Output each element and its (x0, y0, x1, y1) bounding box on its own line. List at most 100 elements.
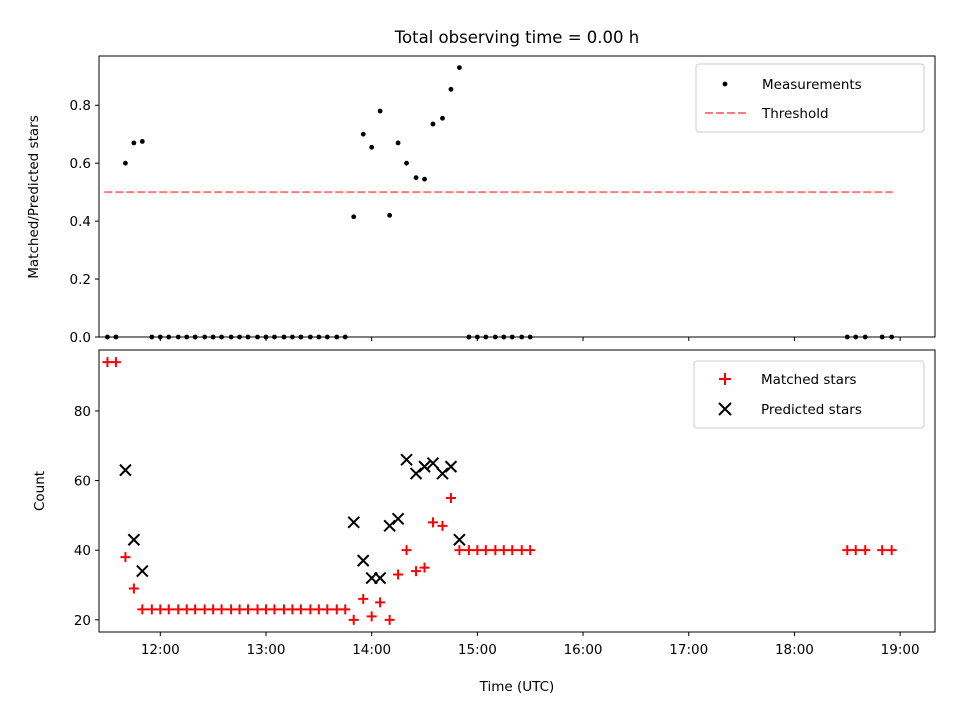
measurement-point (422, 176, 427, 182)
measurement-point (430, 121, 436, 127)
legend-label-predicted: Predicted stars (761, 402, 862, 418)
x-tick-label: 12:00 (141, 642, 180, 658)
matched-star-point (313, 604, 324, 615)
matched-star-point (850, 545, 861, 556)
matched-star-point (366, 611, 377, 622)
matched-star-point (358, 593, 369, 604)
matched-star-point (384, 614, 395, 625)
matched-star-point (278, 604, 289, 615)
x-tick-label: 17:00 (669, 642, 708, 658)
matched-star-point (208, 604, 219, 615)
legend-frame (695, 63, 925, 133)
matched-star-point (295, 604, 306, 615)
matched-star-point (243, 604, 254, 615)
x-tick-label: 16:00 (564, 642, 603, 658)
matched-star-point (128, 583, 139, 594)
matched-star-point (102, 357, 113, 368)
matched-star-point (287, 604, 298, 615)
matched-star-point (419, 562, 430, 573)
measurement-point (413, 175, 419, 181)
matched-star-point (331, 604, 342, 615)
measurement-point (131, 140, 137, 146)
matched-star-point (393, 569, 404, 580)
legend-marker-measurements (722, 81, 728, 87)
matched-star-point (490, 545, 501, 556)
matched-star-point (348, 614, 359, 625)
measurement-point (395, 140, 401, 146)
legend-marker-predicted (718, 402, 732, 416)
matched-star-point (507, 545, 518, 556)
measurement-point (123, 160, 128, 166)
matched-star-point (322, 604, 333, 615)
matched-star-point (216, 604, 227, 615)
count-legend: Matched stars Predicted stars (693, 360, 925, 429)
count-y-axis-label: Count (32, 471, 48, 511)
predicted-star-point (400, 453, 413, 466)
matched-star-point (190, 604, 201, 615)
y-tick-label: 60 (74, 474, 91, 490)
matched-star-point (110, 357, 121, 368)
x-tick-label: 15:00 (458, 642, 497, 658)
matched-star-point (454, 545, 465, 556)
count-x-axis: 12:00 13:00 14:00 15:00 16:00 17:00 18:00 19:00 (141, 632, 920, 658)
figure-title: Total observing time = 0.00 h (394, 28, 639, 47)
matched-star-point (427, 517, 438, 528)
y-tick-label: 0.8 (70, 98, 91, 114)
y-tick-label: 0.6 (70, 156, 91, 172)
predicted-star-point (436, 467, 449, 480)
measurement-point (139, 139, 145, 144)
matched-star-point (340, 604, 351, 615)
matched-star-point (137, 604, 148, 615)
y-tick-label: 40 (74, 543, 91, 559)
matched-star-point (480, 545, 491, 556)
matched-star-point (463, 545, 474, 556)
matched-star-point (146, 604, 157, 615)
measurement-point (377, 108, 383, 114)
matched-star-point (437, 520, 448, 531)
ratio-y-axis-label: Matched/Predicted stars (26, 115, 42, 278)
legend-marker-matched (719, 373, 731, 385)
predicted-star-point (119, 463, 132, 477)
y-tick-label: 20 (74, 613, 91, 629)
y-tick-label: 0.4 (70, 214, 91, 230)
count-axes-frame (98, 349, 936, 633)
matched-star-point (886, 545, 897, 556)
count-y-axis: 20 40 60 80 (74, 404, 99, 629)
measurement-point (456, 65, 462, 70)
measurement-point (360, 131, 366, 137)
ratio-y-axis: 0.0 0.2 0.4 0.6 0.8 (70, 98, 99, 346)
matched-star-point (120, 552, 131, 563)
predicted-star-point (357, 554, 370, 567)
matched-star-point (260, 604, 271, 615)
matched-star-point (173, 604, 184, 615)
predicted-star-point (418, 460, 431, 473)
predicted-star-point (127, 533, 141, 546)
matched-star-point (525, 545, 536, 556)
measurement-point (404, 160, 409, 166)
measurement-point (448, 86, 454, 92)
legend-frame (693, 360, 925, 429)
predicted-star-point (373, 571, 387, 585)
matched-star-point (163, 604, 174, 615)
ratio-axes-frame (98, 55, 936, 338)
matched-star-point (411, 566, 422, 577)
count-x-axis-label: Time (UTC) (479, 679, 555, 695)
matched-star-point (199, 604, 210, 615)
legend-label-matched: Matched stars (761, 372, 857, 388)
matched-star-point (181, 604, 192, 615)
matched-star-point (305, 604, 316, 615)
matched-star-point (269, 604, 280, 615)
matched-star-point (498, 545, 509, 556)
matched-star-point (877, 545, 888, 556)
measurement-point (369, 144, 375, 150)
count-marks (102, 357, 897, 625)
matched-star-point (860, 545, 871, 556)
predicted-star-point (426, 456, 440, 470)
matched-star-point (234, 604, 245, 615)
predicted-star-point (444, 460, 458, 473)
y-tick-label: 0.0 (70, 330, 91, 346)
x-tick-label: 13:00 (247, 642, 286, 658)
matched-star-point (226, 604, 237, 615)
predicted-star-point (347, 516, 360, 529)
